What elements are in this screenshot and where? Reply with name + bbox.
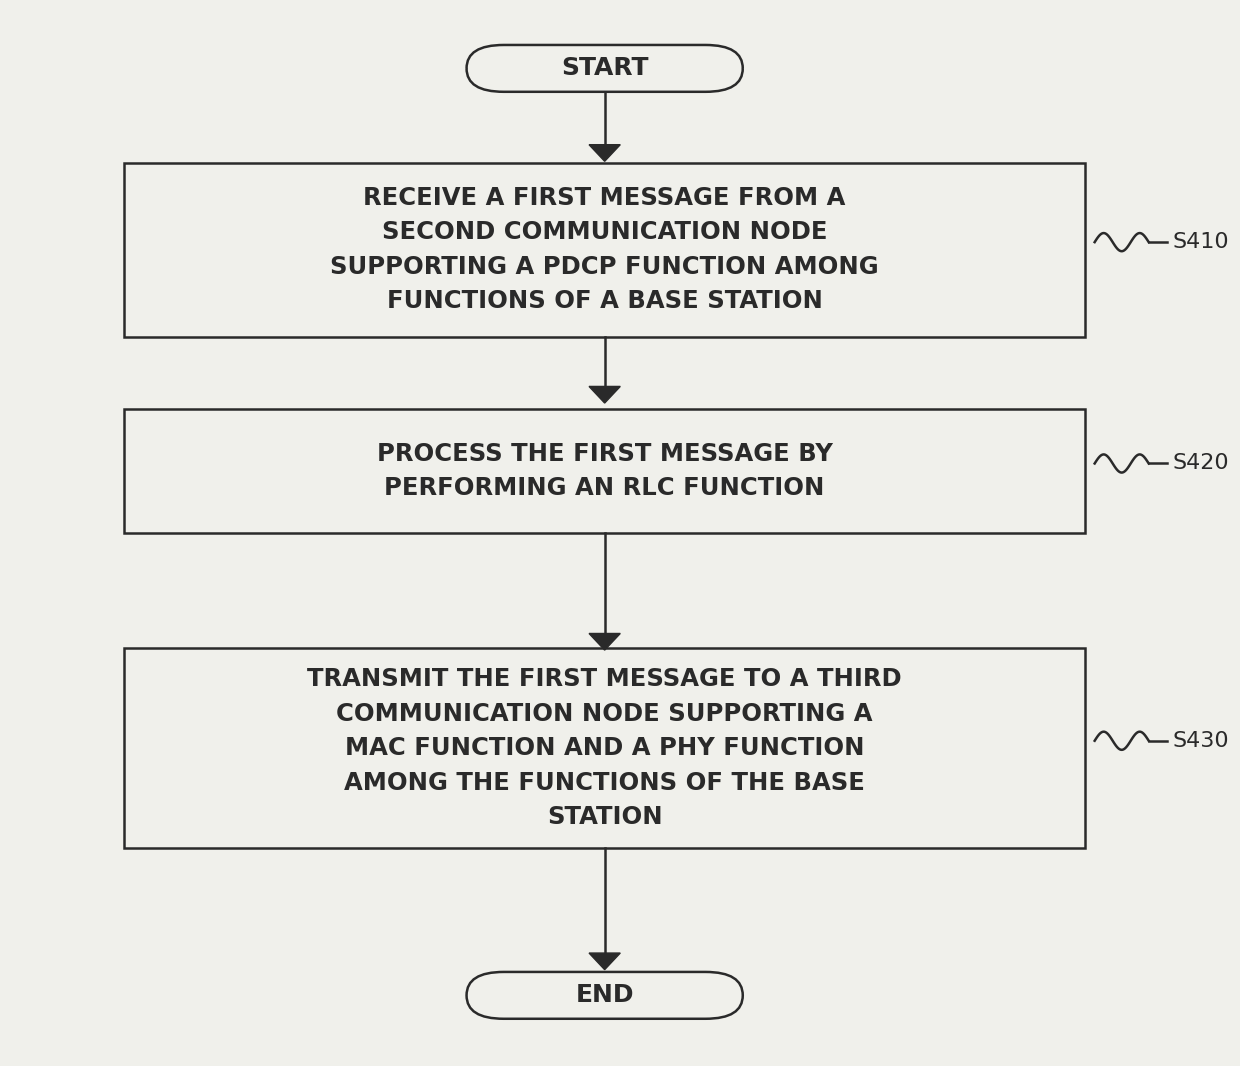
Text: S410: S410 [1173, 232, 1229, 253]
Polygon shape [589, 387, 620, 403]
Text: END: END [575, 983, 634, 1007]
Text: RECEIVE A FIRST MESSAGE FROM A
SECOND COMMUNICATION NODE
SUPPORTING A PDCP FUNCT: RECEIVE A FIRST MESSAGE FROM A SECOND CO… [330, 187, 879, 313]
Text: S430: S430 [1173, 731, 1229, 750]
Text: PROCESS THE FIRST MESSAGE BY
PERFORMING AN RLC FUNCTION: PROCESS THE FIRST MESSAGE BY PERFORMING … [377, 441, 832, 500]
FancyBboxPatch shape [466, 972, 743, 1019]
Polygon shape [589, 953, 620, 970]
Polygon shape [589, 633, 620, 650]
Text: START: START [560, 56, 649, 80]
Text: TRANSMIT THE FIRST MESSAGE TO A THIRD
COMMUNICATION NODE SUPPORTING A
MAC FUNCTI: TRANSMIT THE FIRST MESSAGE TO A THIRD CO… [308, 667, 901, 829]
Bar [124, 648, 1085, 849]
FancyBboxPatch shape [466, 45, 743, 92]
Bar [124, 408, 1085, 533]
Polygon shape [589, 145, 620, 161]
Bar [124, 163, 1085, 337]
Text: S420: S420 [1173, 453, 1229, 473]
